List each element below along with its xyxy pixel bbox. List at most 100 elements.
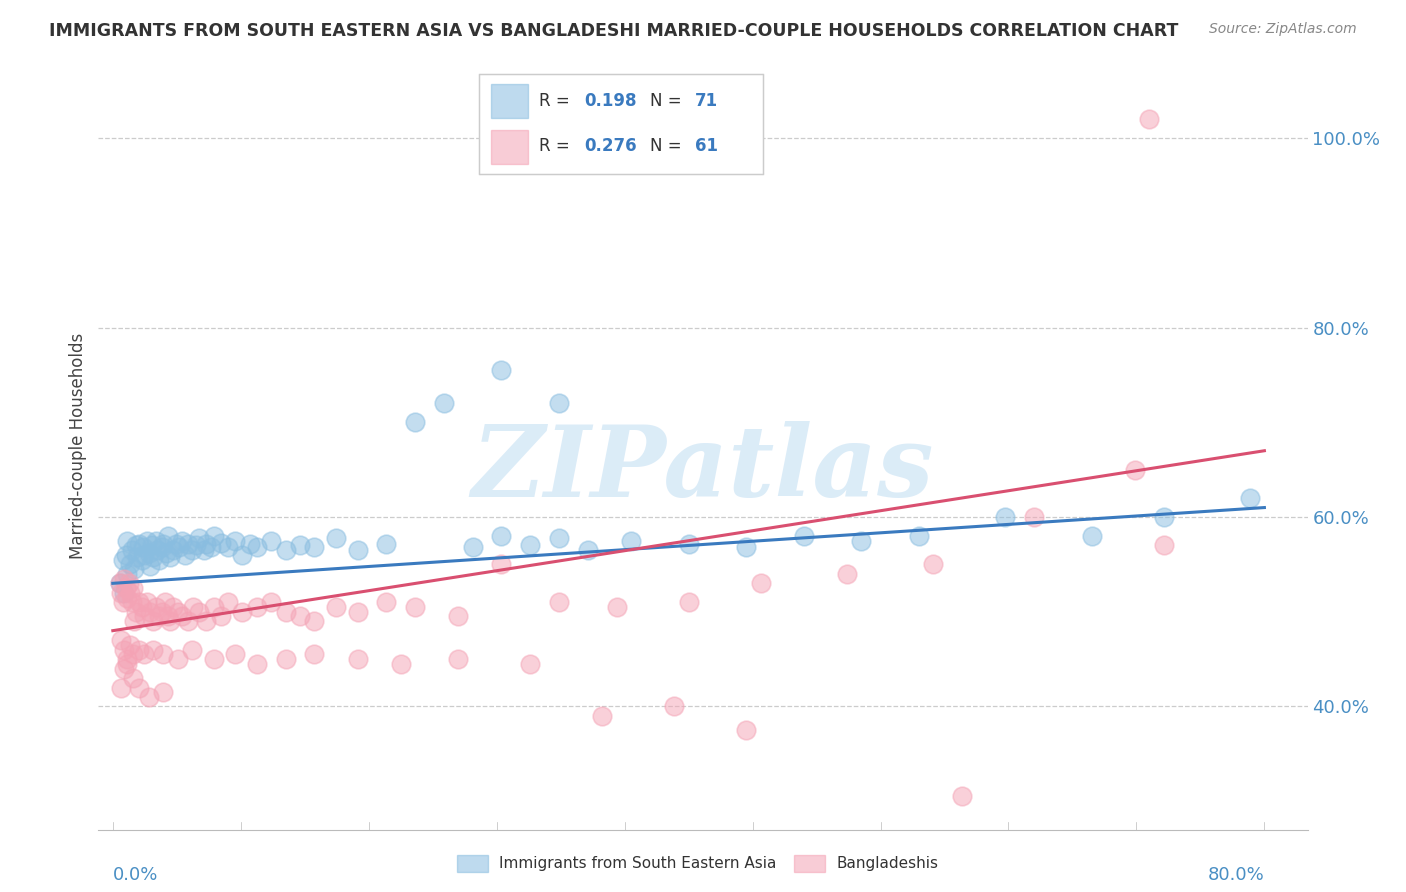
Point <box>389 657 412 671</box>
Point <box>188 531 211 545</box>
Point <box>491 558 513 572</box>
Point <box>148 609 170 624</box>
Point <box>188 605 211 619</box>
Point <box>274 652 297 666</box>
Point <box>110 681 132 695</box>
Point <box>112 642 135 657</box>
Point <box>491 529 513 543</box>
Point <box>274 605 297 619</box>
Point <box>115 533 138 548</box>
Point <box>591 709 613 723</box>
Point <box>548 396 571 410</box>
Point <box>155 546 177 560</box>
Point <box>678 595 700 609</box>
Point <box>447 609 470 624</box>
Point <box>231 605 253 619</box>
Point <box>165 536 187 550</box>
Point <box>142 614 165 628</box>
Point <box>793 529 815 543</box>
Point <box>115 591 138 605</box>
Point <box>138 690 160 704</box>
Point <box>548 531 571 545</box>
Point <box>908 529 931 543</box>
Point <box>239 536 262 550</box>
Point <box>186 538 208 552</box>
Point <box>159 549 181 564</box>
Point <box>548 595 571 609</box>
Point <box>148 552 170 566</box>
Text: IMMIGRANTS FROM SOUTH EASTERN ASIA VS BANGLADESHI MARRIED-COUPLE HOUSEHOLDS CORR: IMMIGRANTS FROM SOUTH EASTERN ASIA VS BA… <box>49 22 1178 40</box>
Point <box>994 510 1017 524</box>
Point <box>181 543 204 558</box>
Point <box>110 586 132 600</box>
Point <box>576 543 599 558</box>
Point <box>131 599 153 614</box>
Point <box>209 535 232 549</box>
Point <box>162 599 184 614</box>
Point <box>134 609 156 624</box>
Point <box>110 633 132 648</box>
Point <box>193 543 215 558</box>
Point <box>111 552 134 566</box>
Point <box>231 548 253 562</box>
Point <box>176 614 198 628</box>
Point <box>118 576 141 591</box>
Point <box>114 548 136 562</box>
Point <box>678 536 700 550</box>
Point <box>260 533 283 548</box>
Point <box>142 642 165 657</box>
Point <box>346 543 368 558</box>
Point <box>145 533 167 548</box>
Point <box>122 671 145 685</box>
Point <box>112 662 135 676</box>
Point <box>115 657 138 671</box>
Point <box>125 538 148 552</box>
Point <box>749 576 772 591</box>
Point <box>156 609 179 624</box>
Point <box>1137 112 1160 127</box>
Point <box>112 586 135 600</box>
Point <box>260 595 283 609</box>
Point <box>288 538 311 552</box>
Point <box>121 595 143 609</box>
Point <box>141 538 163 552</box>
Point <box>346 652 368 666</box>
Point <box>325 599 347 614</box>
Point <box>1022 510 1045 524</box>
Point <box>735 723 758 738</box>
Point <box>112 572 135 586</box>
Point <box>173 548 195 562</box>
Point <box>202 599 225 614</box>
Point <box>139 605 162 619</box>
Point <box>922 558 945 572</box>
Point <box>433 396 456 410</box>
Point <box>120 558 142 572</box>
Point <box>125 605 148 619</box>
Point <box>606 599 628 614</box>
Point <box>120 586 142 600</box>
Point <box>115 566 138 581</box>
Point <box>122 581 145 595</box>
Point <box>217 595 239 609</box>
Point <box>404 415 426 429</box>
Point <box>620 533 643 548</box>
Point <box>166 652 188 666</box>
Point <box>246 541 269 555</box>
Point <box>170 609 193 624</box>
Point <box>246 657 269 671</box>
Point <box>375 536 398 550</box>
Point <box>735 541 758 555</box>
Point <box>124 614 146 628</box>
Point <box>304 541 326 555</box>
Point <box>181 642 204 657</box>
Point <box>138 546 160 560</box>
Point <box>202 529 225 543</box>
Point <box>152 685 174 699</box>
Point <box>461 541 484 555</box>
Point <box>150 541 173 555</box>
Point <box>166 605 188 619</box>
Point <box>1123 463 1146 477</box>
Point <box>217 541 239 555</box>
Point <box>128 681 150 695</box>
Point <box>202 652 225 666</box>
